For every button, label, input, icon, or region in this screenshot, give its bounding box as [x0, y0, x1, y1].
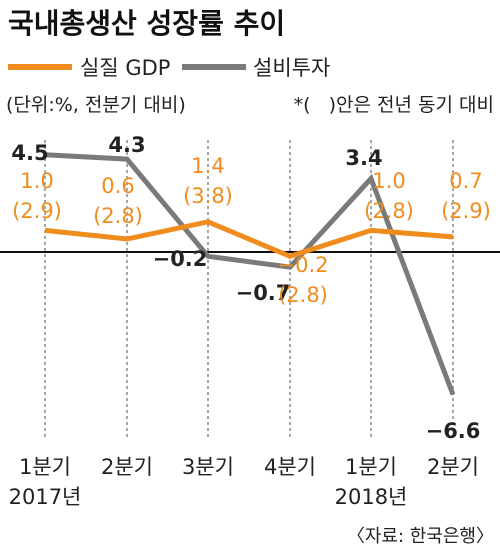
- chart-title: 국내총생산 성장률 추이: [8, 7, 285, 40]
- year-label-4: 2018년: [335, 485, 408, 509]
- investment-label-0: 4.5: [11, 141, 48, 165]
- series-line-gdp: [44, 219, 454, 259]
- year-label-0: 2017년: [9, 485, 82, 509]
- gdp-yoy-label-0: (2.9): [12, 199, 62, 223]
- gdp-yoy-label-1: (2.8): [93, 204, 143, 228]
- source-note: 〈자료: 한국은행〉: [347, 526, 494, 547]
- gdp-label-5: 0.7: [449, 169, 482, 193]
- x-tick-label-2: 3분기: [182, 455, 234, 479]
- x-tick-label-4: 1분기: [345, 455, 397, 479]
- legend-label-investment: 설비투자: [253, 56, 330, 80]
- gdp-label-3: −0.2: [278, 253, 329, 277]
- x-tick-label-3: 4분기: [264, 455, 316, 479]
- yoy-note: *( )안은 전년 동기 대비: [294, 94, 494, 116]
- gdp-label-0: 1.0: [20, 169, 53, 193]
- gdp-yoy-label-4: (2.8): [364, 199, 414, 223]
- investment-label-4: 3.4: [345, 146, 382, 170]
- gdp-label-2: 1.4: [191, 154, 224, 178]
- x-tick-label-5: 2분기: [427, 455, 479, 479]
- x-tick-label-1: 2분기: [101, 455, 153, 479]
- unit-note: (단위:%, 전분기 대비): [6, 94, 186, 116]
- investment-label-3: −0.7: [236, 281, 291, 305]
- gdp-label-1: 0.6: [101, 174, 134, 198]
- gdp-yoy-label-5: (2.9): [441, 199, 491, 223]
- investment-label-5: −6.6: [426, 419, 481, 443]
- plot-area: 4.5 4.3 −0.2 −0.7 3.4 −6.6 1.0 (2.9) 0.6 (2.8) 1.4…: [0, 133, 500, 509]
- investment-label-1: 4.3: [108, 133, 145, 157]
- legend: 실질 GDP 설비투자: [8, 56, 330, 80]
- x-tick-label-0: 1분기: [19, 455, 71, 479]
- gdp-label-4: 1.0: [372, 169, 405, 193]
- investment-label-2: −0.2: [153, 247, 208, 271]
- legend-label-gdp: 실질 GDP: [80, 56, 170, 80]
- series-line-investment: [44, 152, 456, 396]
- gdp-yoy-label-3: (2.8): [278, 283, 328, 307]
- gdp-yoy-label-2: (3.8): [183, 184, 233, 208]
